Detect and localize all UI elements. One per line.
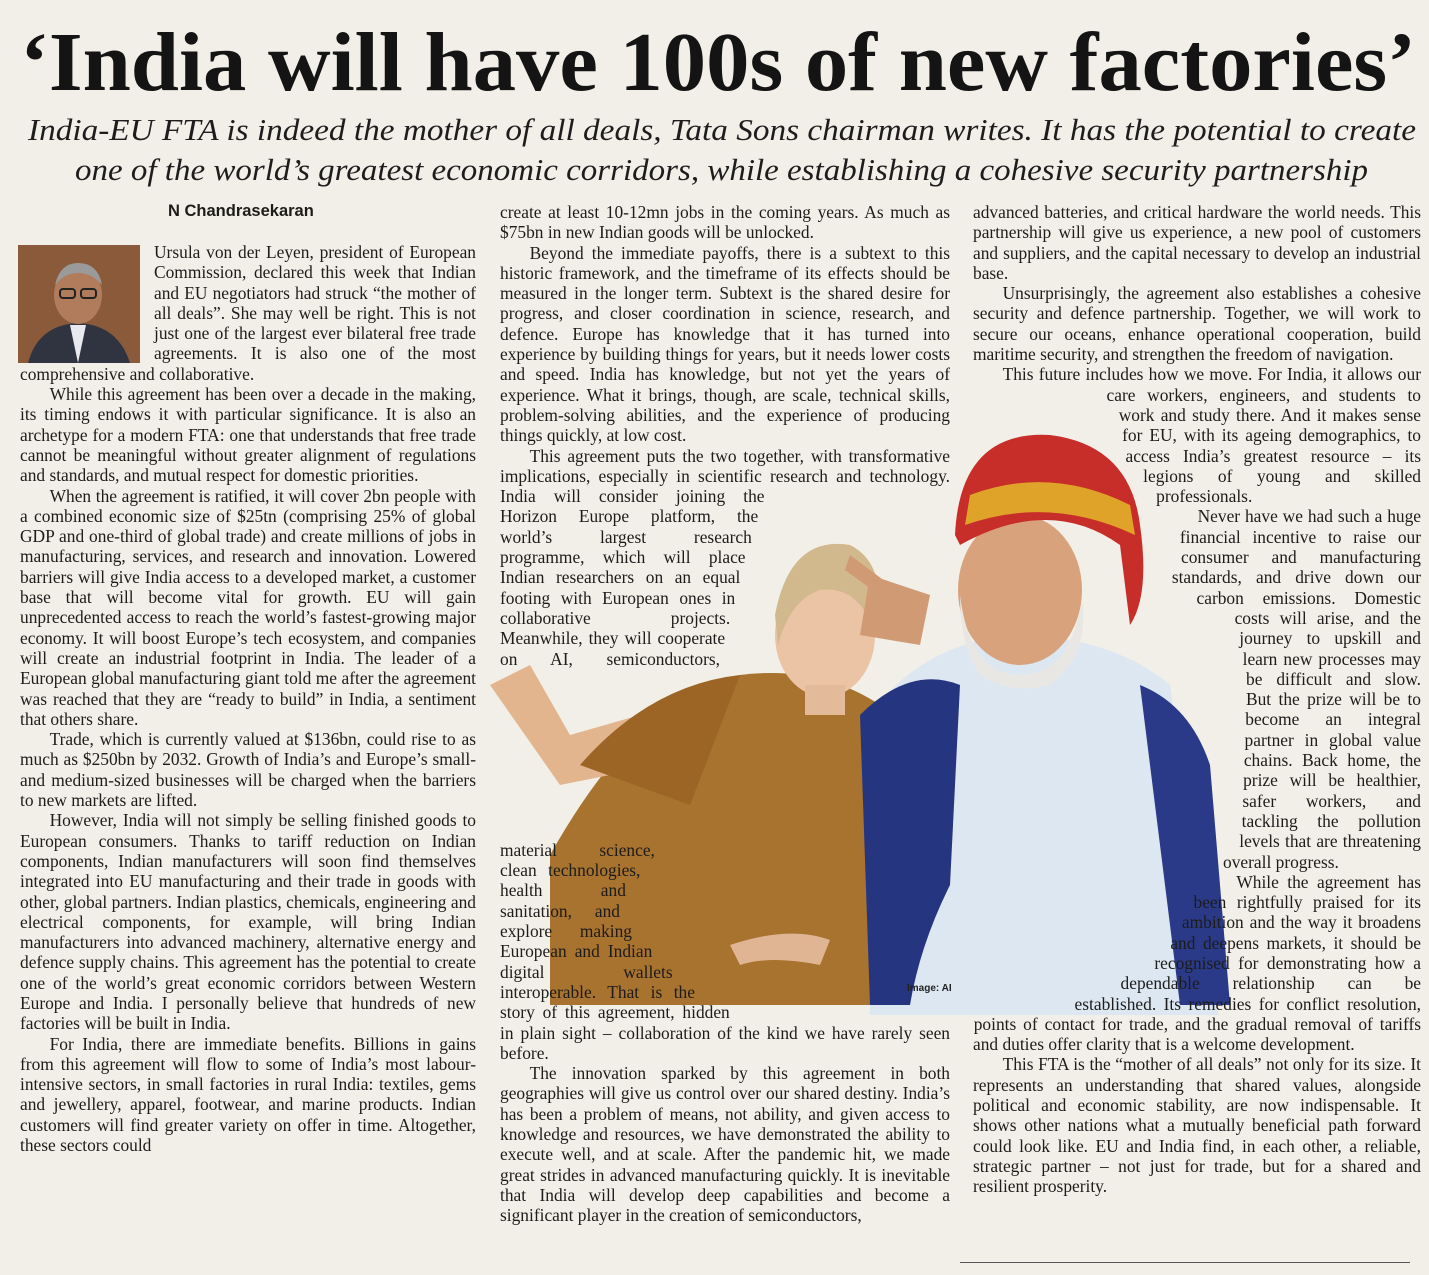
standfirst-line: one of the world’s greatest economic cor… <box>75 152 1368 187</box>
paragraph: This FTA is the “mother of all deals” no… <box>973 1054 1421 1197</box>
header: ‘India will have 100s of new factories’ … <box>20 16 1416 187</box>
paragraph: Beyond the immediate payoffs, there is a… <box>500 242 950 446</box>
headline: ‘India will have 100s of new factories’ <box>20 16 1416 109</box>
column: Ursula von der Leyen, president of Europ… <box>20 242 476 1264</box>
paragraph: While this agreement has been over a dec… <box>20 384 476 486</box>
article-photo <box>490 434 1230 1015</box>
paragraph: When the agreement is ratified, it will … <box>20 485 476 729</box>
paragraph: Ursula von der Leyen, president of Europ… <box>20 242 476 384</box>
column: advanced batteries, and critical hardwar… <box>973 202 1421 1250</box>
image-credit: Image: AI <box>907 983 952 994</box>
paragraph: create at least 10-12mn jobs in the comi… <box>500 202 950 243</box>
author-photo <box>18 245 140 363</box>
paragraph: The innovation sparked by this agreement… <box>500 1063 950 1226</box>
paragraph: This future includes how we move. For In… <box>1002 364 1421 507</box>
paragraph: advanced batteries, and critical hardwar… <box>973 202 1421 283</box>
paragraph: For India, there are immediate benefits.… <box>20 1033 476 1156</box>
paragraph: Never have we had such a huge financial … <box>1171 506 1421 872</box>
paragraph: This agreement puts the two together, wi… <box>500 445 950 1063</box>
standfirst-line: India-EU FTA is indeed the mother of all… <box>27 112 1416 147</box>
paragraph: Unsurprisingly, the agreement also estab… <box>973 283 1421 365</box>
paragraph: Trade, which is currently valued at $136… <box>20 729 476 811</box>
column: create at least 10-12mn jobs in the comi… <box>500 202 950 1262</box>
paragraph: However, India will not simply be sellin… <box>20 810 476 1034</box>
byline: N Chandrasekaran <box>168 202 314 220</box>
rule <box>960 1262 1410 1263</box>
paragraph: While the agreement has been rightfully … <box>973 871 1421 1055</box>
